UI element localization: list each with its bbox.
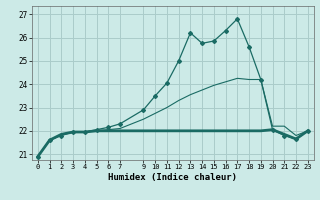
X-axis label: Humidex (Indice chaleur): Humidex (Indice chaleur) xyxy=(108,173,237,182)
